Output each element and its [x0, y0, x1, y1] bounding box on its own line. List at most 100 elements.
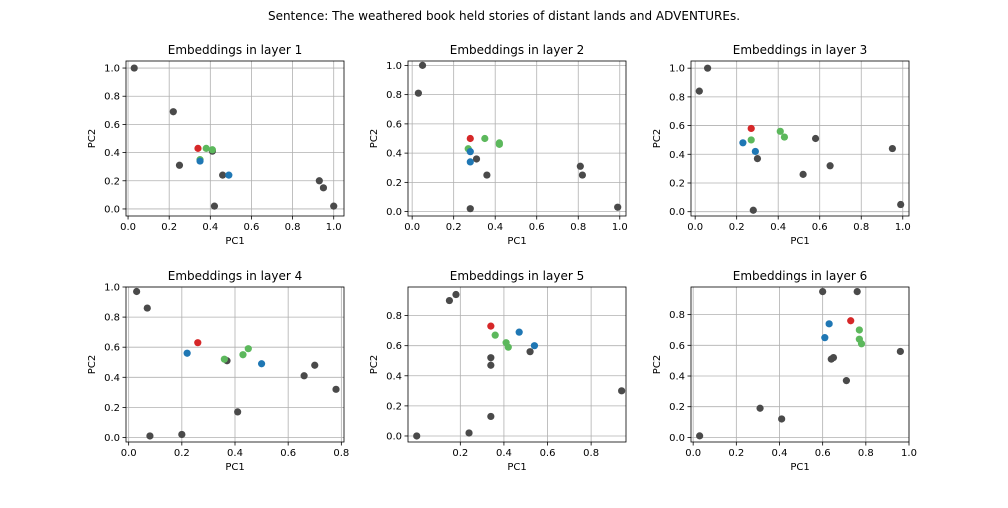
data-point-gray	[756, 404, 764, 412]
y-tick-label: 0.2	[104, 403, 120, 414]
y-tick-label: 0.8	[669, 310, 685, 321]
data-point-blue	[739, 139, 747, 147]
data-point-blue	[825, 320, 833, 328]
x-tick-label: 0.4	[496, 448, 512, 459]
data-point-gray	[466, 205, 474, 213]
y-tick-label: 0.0	[669, 433, 685, 444]
y-tick-label: 0.0	[386, 431, 402, 442]
y-tick-label: 0.2	[669, 402, 685, 413]
data-point-blue	[530, 342, 539, 350]
data-point-green	[239, 351, 247, 359]
x-tick-label: 1.0	[895, 222, 911, 233]
scatter-points	[130, 64, 338, 210]
x-tick-label: 0.0	[120, 222, 136, 233]
x-tick-label: 0.6	[280, 448, 296, 459]
data-point-gray	[146, 432, 154, 440]
data-point-gray	[300, 372, 308, 380]
x-tick-label: 0.8	[285, 222, 301, 233]
data-point-gray	[472, 155, 481, 163]
grid-lines	[408, 287, 626, 442]
data-point-blue	[515, 328, 523, 336]
data-point-red	[194, 144, 202, 152]
figure-suptitle: Sentence: The weathered book held storie…	[268, 9, 740, 23]
data-point-gray	[483, 171, 491, 179]
x-tick-label: 0.8	[333, 448, 349, 459]
subplot-title: Embeddings in layer 1	[168, 43, 302, 57]
data-point-gray	[487, 361, 495, 369]
y-axis-label: PC2	[652, 129, 663, 148]
y-axis-label: PC2	[369, 355, 380, 374]
data-point-blue	[821, 334, 829, 342]
y-tick-label: 0.6	[386, 119, 402, 130]
y-tick-label: 0.4	[669, 372, 685, 383]
data-point-gray	[896, 347, 904, 356]
data-point-gray	[576, 162, 584, 170]
axes-frame	[690, 60, 910, 217]
x-tick-label: 0.2	[729, 222, 745, 233]
x-axis-label: PC1	[790, 462, 809, 473]
data-point-green	[855, 326, 863, 334]
data-point-blue	[751, 147, 759, 156]
data-point-gray	[445, 296, 454, 305]
data-point-green	[780, 133, 789, 141]
x-tick-label: 0.8	[570, 222, 586, 233]
y-tick-label: 0.0	[669, 207, 685, 218]
x-tick-label: 1.0	[326, 222, 342, 233]
data-point-gray	[169, 108, 177, 116]
x-tick-label: 0.2	[161, 222, 177, 233]
y-tick-label: 0.8	[386, 90, 402, 101]
scatter-points	[696, 288, 904, 440]
data-point-red	[466, 134, 474, 143]
y-tick-label: 0.4	[669, 150, 685, 161]
y-tick-label: 0.6	[669, 341, 685, 352]
y-tick-label: 0.8	[104, 313, 120, 324]
subplot-layer-4: 0.0 0.2 0.4 0.6 0.8 0.0 0.2 0.4 0.6 0.8 1.0 Embeddi…	[87, 269, 349, 473]
y-tick-label: 0.4	[386, 371, 402, 382]
data-point-gray	[897, 200, 905, 209]
data-point-gray	[819, 288, 827, 296]
subplot-title: Embeddings in layer 5	[450, 269, 584, 283]
x-tick-label: 0.2	[452, 448, 468, 459]
data-point-gray	[413, 432, 421, 440]
data-point-gray	[696, 432, 704, 440]
y-tick-label: 0.4	[104, 373, 120, 384]
y-tick-label: 0.2	[386, 178, 402, 189]
data-point-gray	[695, 87, 703, 95]
data-point-gray	[749, 206, 757, 214]
data-point-gray	[178, 430, 186, 439]
subplot-title: Embeddings in layer 4	[168, 269, 302, 283]
data-point-gray	[853, 288, 861, 296]
x-tick-label: 0.2	[446, 222, 462, 233]
axes-frame	[407, 286, 627, 443]
data-point-blue	[225, 171, 233, 179]
data-point-blue	[183, 349, 191, 357]
x-tick-label: 0.0	[404, 222, 420, 233]
data-point-gray	[465, 429, 473, 437]
data-point-green	[747, 136, 755, 144]
data-point-gray	[175, 161, 184, 169]
data-point-gray	[753, 154, 762, 163]
axes-frame	[690, 286, 910, 443]
data-point-gray	[452, 290, 460, 299]
x-tick-label: 0.0	[121, 448, 137, 459]
x-axis-label: PC1	[507, 462, 526, 473]
y-tick-label: 0.6	[669, 121, 685, 132]
data-point-gray	[143, 304, 151, 312]
y-tick-label: 0.6	[386, 341, 402, 352]
x-axis-label: PC1	[790, 236, 809, 247]
data-point-gray	[888, 144, 896, 153]
data-point-gray	[578, 171, 587, 179]
data-point-gray	[618, 387, 626, 395]
y-tick-label: 1.0	[386, 61, 402, 72]
x-axis-label: PC1	[507, 236, 526, 247]
y-axis-label: PC2	[652, 355, 663, 374]
x-tick-label: 0.4	[202, 222, 218, 233]
data-point-gray	[842, 377, 851, 385]
data-point-gray	[418, 61, 427, 69]
data-point-blue	[466, 158, 474, 166]
x-tick-label: 0.6	[243, 222, 259, 233]
data-point-green	[495, 139, 503, 147]
y-tick-label: 0.2	[104, 176, 120, 187]
y-tick-label: 0.2	[669, 178, 685, 189]
